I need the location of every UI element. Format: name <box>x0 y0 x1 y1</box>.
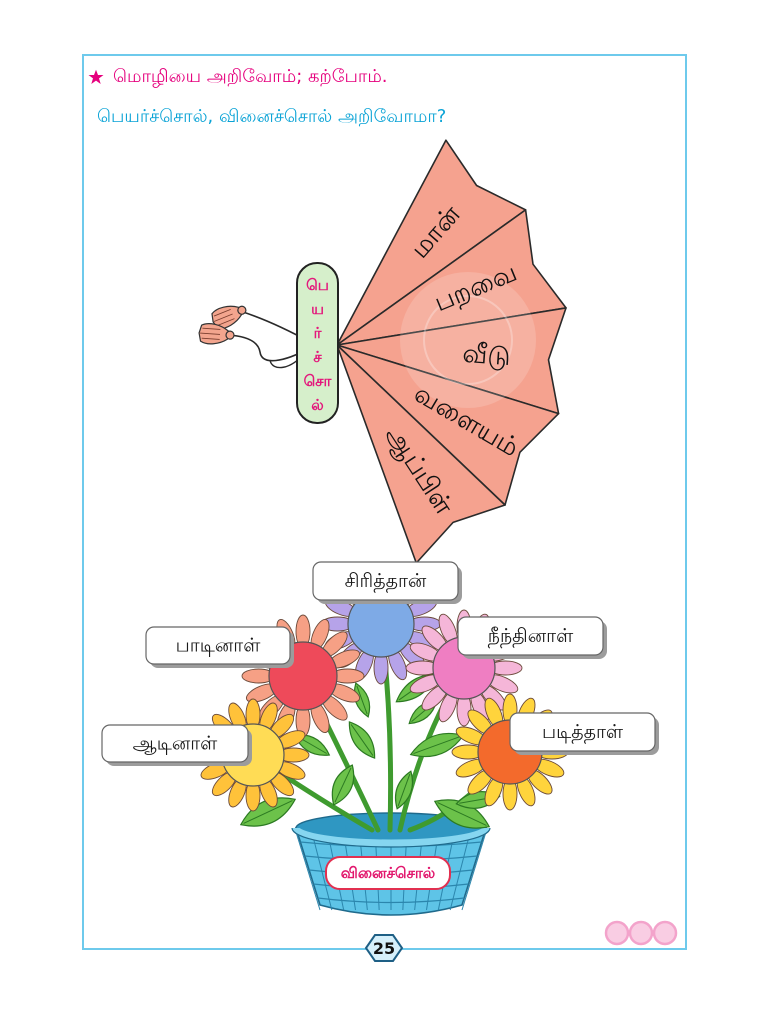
page-number-badge: 25 <box>364 934 404 962</box>
lesson-heading: மொழியை அறிவோம்; கற்போம். <box>88 64 388 90</box>
label-box <box>101 724 249 763</box>
handle-letter: ய <box>311 300 324 318</box>
tassel-string <box>227 334 311 362</box>
handle-letter: சொ <box>304 372 333 390</box>
leaf <box>331 764 355 806</box>
fan-pattern <box>400 272 536 408</box>
verb-word: சிரித்தான் <box>345 570 427 593</box>
star-icon <box>88 69 104 84</box>
label-box <box>145 626 291 665</box>
label-box <box>312 561 459 601</box>
label-box <box>457 616 604 656</box>
handle-letter: ர் <box>314 324 323 342</box>
decor-circle <box>652 920 678 946</box>
basket-label-box <box>325 856 451 890</box>
flower-word-label: பாடினாள் <box>145 626 294 668</box>
decor-circle <box>628 920 654 946</box>
fan-tassels <box>198 305 311 369</box>
verb-word: நீந்தினாள் <box>488 625 574 648</box>
verb-word: ஆடினாள் <box>133 733 219 755</box>
fan-handle-body <box>296 262 339 424</box>
leaf <box>433 799 491 829</box>
label-box <box>509 712 656 752</box>
three-circles-icon <box>604 920 678 946</box>
basket-label: வினைச்சொல் <box>325 856 451 890</box>
page-subtitle: பெயர்ச்சொல், வினைச்சொல் அறிவோமா? <box>97 106 447 127</box>
fan-pattern <box>423 295 513 385</box>
leaf <box>348 721 376 759</box>
hexagon-icon <box>364 934 404 962</box>
fan-blade-word: வீடு <box>462 339 512 372</box>
flower-word-label: ஆடினாள் <box>101 724 252 766</box>
fan-blade <box>336 344 506 564</box>
decor-circle <box>604 920 630 946</box>
fan-handle: பெ ய ர் ச் சொ ல் <box>296 262 339 424</box>
leaf <box>394 770 414 810</box>
handle-letter: ச் <box>313 348 322 366</box>
fan-illustration: மான்பறவைவீடுவளையம்ஆப்பிள்பெயர்ச்சொல் <box>198 139 567 564</box>
verb-word: பாடினாள் <box>176 635 262 657</box>
handle-letter: பெ <box>306 276 329 294</box>
tassel-icon <box>198 323 235 345</box>
flower-word-label: சிரித்தான் <box>312 561 462 604</box>
page-title: மொழியை அறிவோம்; கற்போம். <box>113 66 388 87</box>
page-number: 25 <box>373 939 395 958</box>
verb-word: படித்தாள் <box>542 721 624 744</box>
handle-letter: ல் <box>311 396 323 414</box>
basket-label-text: வினைச்சொல் <box>341 864 435 882</box>
flower-pot-illustration: சிரித்தான் பாடினாள் நீந்தினாள் ஆடினாள் படித்… <box>101 561 659 916</box>
flower-word-label: படித்தாள் <box>509 712 659 755</box>
basket-rim <box>292 827 490 847</box>
flower-word-label: நீந்தினாள் <box>457 616 607 659</box>
